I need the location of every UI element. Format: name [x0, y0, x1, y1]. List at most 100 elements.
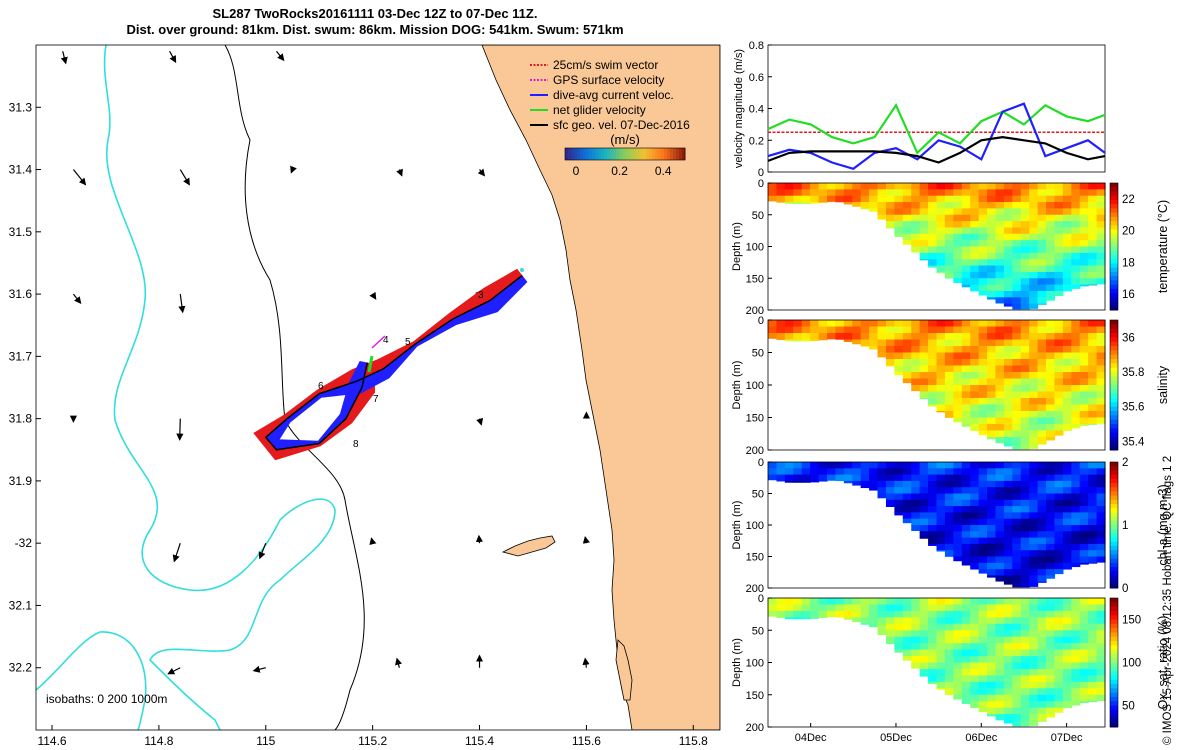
section-cell — [902, 221, 912, 229]
section-cell — [885, 195, 895, 203]
map-x-tick-label: 115 — [256, 734, 275, 748]
section-colorbar-cell — [1110, 324, 1118, 330]
section-colorbar-cell — [1110, 658, 1118, 663]
section-cell — [885, 333, 895, 341]
geo-vector-arrow — [178, 294, 186, 314]
section-cell — [902, 202, 912, 209]
section-cell — [1079, 284, 1089, 287]
section-cell — [1071, 352, 1081, 360]
section-cell — [936, 385, 946, 393]
section-cell — [885, 630, 895, 638]
section-cell — [953, 694, 963, 700]
section-cell — [1054, 240, 1064, 248]
section-cell — [1003, 569, 1013, 576]
section-cell — [1037, 581, 1047, 583]
section-cell — [1020, 598, 1030, 606]
section-cell — [810, 202, 820, 204]
section-cell — [1054, 681, 1064, 689]
section-colorbar-cell — [1110, 297, 1118, 303]
section-cell — [970, 404, 980, 412]
colorbar-frame — [564, 147, 686, 161]
section-colorbar-frame — [1109, 319, 1119, 451]
section-cell — [1020, 569, 1030, 576]
section-cell — [1079, 525, 1089, 532]
section-cell — [978, 649, 988, 657]
section-cell — [995, 707, 1005, 715]
geo-vector-arrow — [395, 657, 402, 668]
section-colorbar-label: Ox. sat. ratio (%) — [1156, 616, 1170, 710]
section-cell — [835, 320, 845, 328]
section-cell — [944, 636, 954, 644]
section-cell — [1020, 233, 1030, 241]
section-colorbar-cell — [1110, 462, 1118, 467]
section-cell — [1062, 339, 1072, 347]
section-cell — [1029, 240, 1039, 248]
section-cell — [936, 643, 946, 651]
section-colorbar-cell — [1110, 567, 1118, 572]
section-cell — [995, 195, 1005, 203]
section-cell — [776, 604, 786, 612]
section-cell — [953, 617, 963, 625]
section-cell — [852, 320, 862, 328]
section-cell — [1012, 656, 1022, 664]
section-cell — [970, 320, 980, 328]
section-cell — [1003, 411, 1013, 419]
section-cell — [810, 189, 820, 197]
section-cell — [1079, 462, 1089, 469]
section-cell — [953, 183, 963, 190]
section-cell — [919, 391, 929, 399]
section-cell — [852, 333, 862, 341]
section-cell — [1071, 617, 1081, 625]
section-cell — [1096, 404, 1106, 412]
section-cell — [1029, 326, 1039, 334]
section-cell — [953, 656, 963, 664]
section-colorbar-cell — [1110, 337, 1118, 343]
section-colorbar-cell — [1110, 692, 1118, 698]
section-cell — [1096, 643, 1106, 651]
colorbar-tick-label: 0.4 — [655, 164, 672, 178]
section-cell — [810, 183, 820, 190]
section-cell — [877, 183, 887, 190]
section-cell — [768, 610, 778, 617]
section-cell — [793, 617, 803, 620]
section-cell — [1012, 643, 1022, 651]
section-cell — [1096, 623, 1106, 631]
section-cell — [1062, 512, 1072, 520]
section-cell — [911, 208, 921, 216]
section-cell — [1003, 610, 1013, 618]
section-cell — [793, 183, 803, 190]
section-cell — [978, 378, 988, 386]
section-cell — [902, 487, 912, 495]
section-colorbar-cell — [1110, 615, 1118, 620]
section-cell — [1079, 359, 1089, 367]
section-cell — [936, 221, 946, 229]
section-cell — [784, 189, 794, 197]
section-cell — [1029, 630, 1039, 638]
section-cell — [953, 346, 963, 354]
section-cell — [970, 208, 980, 216]
section-cell — [1029, 499, 1039, 507]
section-cell — [860, 623, 870, 625]
section-cell — [801, 617, 811, 620]
section-cell — [953, 252, 963, 260]
section-cell — [1020, 518, 1030, 526]
section-cell — [961, 630, 971, 638]
section-cell — [1088, 252, 1098, 260]
section-cell — [944, 320, 954, 328]
section-cell — [1029, 443, 1039, 449]
section-cell — [970, 518, 980, 526]
section-cell — [1029, 656, 1039, 664]
section-cell — [1012, 617, 1022, 625]
section-cell — [894, 623, 904, 631]
section-cell — [1012, 662, 1022, 670]
section-cell — [1012, 424, 1022, 432]
section-cell — [877, 610, 887, 618]
section-cell — [1088, 656, 1098, 664]
section-cell — [1096, 474, 1106, 482]
section-cell — [961, 359, 971, 367]
section-cell — [1020, 214, 1030, 222]
section-cell — [894, 233, 904, 237]
section-cell — [768, 183, 778, 190]
section-cell — [1003, 681, 1013, 689]
